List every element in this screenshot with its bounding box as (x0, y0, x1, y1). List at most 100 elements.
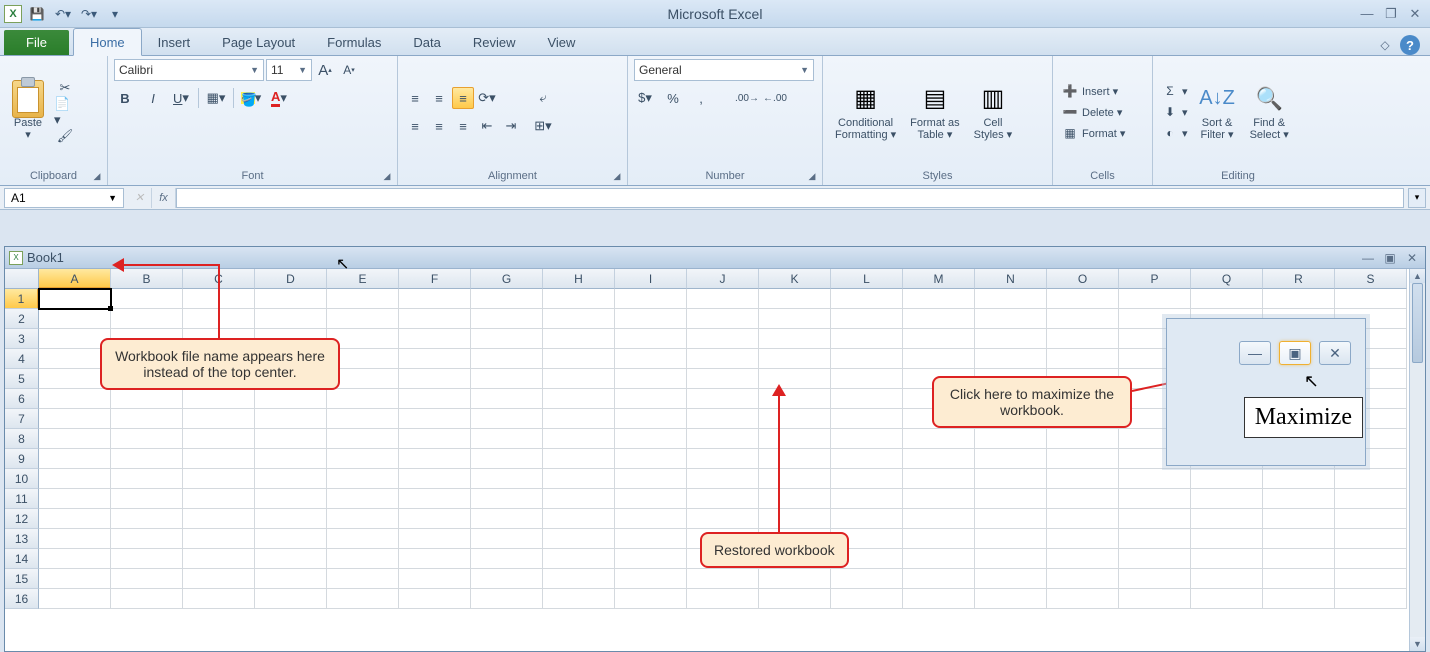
row-header[interactable]: 12 (5, 509, 39, 529)
cell[interactable] (255, 409, 327, 429)
cell[interactable] (471, 569, 543, 589)
cell[interactable] (903, 349, 975, 369)
cell[interactable] (615, 349, 687, 369)
cell[interactable] (183, 449, 255, 469)
format-as-table-button[interactable]: ▤ Format as Table ▾ (904, 81, 966, 143)
zoom-maximize-button[interactable]: ▣ (1279, 341, 1311, 365)
cell[interactable] (615, 549, 687, 569)
cell[interactable] (39, 429, 111, 449)
cell[interactable] (471, 429, 543, 449)
cell[interactable] (975, 549, 1047, 569)
cell[interactable] (903, 549, 975, 569)
cell[interactable] (1263, 489, 1335, 509)
cell[interactable] (471, 449, 543, 469)
cell[interactable] (111, 409, 183, 429)
cell[interactable] (975, 589, 1047, 609)
cell[interactable] (615, 489, 687, 509)
cell[interactable] (255, 509, 327, 529)
font-color-button[interactable]: A▾ (268, 87, 290, 109)
cell[interactable] (759, 349, 831, 369)
cell[interactable] (759, 569, 831, 589)
cell[interactable] (255, 389, 327, 409)
cell[interactable] (111, 309, 183, 329)
cell[interactable] (759, 429, 831, 449)
cell[interactable] (831, 589, 903, 609)
cell[interactable] (1119, 589, 1191, 609)
cell[interactable] (615, 469, 687, 489)
cell[interactable] (615, 429, 687, 449)
cell[interactable] (255, 569, 327, 589)
cell[interactable] (1047, 509, 1119, 529)
cell[interactable] (687, 469, 759, 489)
cell[interactable] (111, 289, 183, 309)
cell[interactable] (615, 389, 687, 409)
column-header[interactable]: J (687, 269, 759, 289)
cell[interactable] (399, 589, 471, 609)
cell[interactable] (975, 489, 1047, 509)
cell[interactable] (471, 369, 543, 389)
percent-button[interactable]: % (662, 87, 684, 109)
cell[interactable] (831, 349, 903, 369)
cell[interactable] (759, 589, 831, 609)
cell[interactable] (1047, 489, 1119, 509)
autosum-button[interactable]: Σ▾ (1159, 82, 1191, 100)
cell[interactable] (831, 489, 903, 509)
cell[interactable] (399, 349, 471, 369)
font-size-combo[interactable]: 11▼ (266, 59, 312, 81)
cell[interactable] (1335, 569, 1407, 589)
cell[interactable] (759, 369, 831, 389)
cell[interactable] (111, 449, 183, 469)
help-button[interactable]: ? (1400, 35, 1420, 55)
cell[interactable] (111, 509, 183, 529)
cell[interactable] (255, 449, 327, 469)
align-left-button[interactable]: ≡ (404, 115, 426, 137)
cell[interactable] (975, 529, 1047, 549)
cell[interactable] (183, 509, 255, 529)
cell[interactable] (831, 449, 903, 469)
cell[interactable] (687, 409, 759, 429)
cell[interactable] (327, 569, 399, 589)
cell[interactable] (1263, 569, 1335, 589)
cell[interactable] (183, 549, 255, 569)
cell[interactable] (903, 589, 975, 609)
cell[interactable] (543, 409, 615, 429)
cell[interactable] (687, 509, 759, 529)
cell[interactable] (831, 309, 903, 329)
cell[interactable] (471, 469, 543, 489)
cell[interactable] (327, 529, 399, 549)
fill-color-button[interactable]: 🪣▾ (240, 87, 262, 109)
cell[interactable] (1191, 489, 1263, 509)
cell[interactable] (471, 589, 543, 609)
cell[interactable] (327, 289, 399, 309)
underline-button[interactable]: U▾ (170, 87, 192, 109)
cell[interactable] (615, 409, 687, 429)
cell[interactable] (687, 369, 759, 389)
cell[interactable] (975, 309, 1047, 329)
cell[interactable] (1047, 289, 1119, 309)
cell[interactable] (903, 529, 975, 549)
column-header[interactable]: N (975, 269, 1047, 289)
cell[interactable] (1335, 489, 1407, 509)
cell[interactable] (831, 389, 903, 409)
cell[interactable] (255, 529, 327, 549)
cell[interactable] (399, 529, 471, 549)
cell[interactable] (1047, 349, 1119, 369)
cell[interactable] (1047, 529, 1119, 549)
cancel-formula-button[interactable]: ✕ (128, 188, 152, 208)
cell[interactable] (687, 489, 759, 509)
cell[interactable] (543, 329, 615, 349)
cell[interactable] (1191, 529, 1263, 549)
cell[interactable] (1119, 289, 1191, 309)
conditional-formatting-button[interactable]: ▦ Conditional Formatting ▾ (829, 81, 902, 143)
merge-center-button[interactable]: ⊞▾ (530, 115, 556, 137)
cell[interactable] (471, 409, 543, 429)
cell[interactable] (39, 489, 111, 509)
ribbon-minimize-button[interactable]: ◇ (1376, 38, 1394, 52)
cell[interactable] (1191, 509, 1263, 529)
cell[interactable] (39, 589, 111, 609)
close-button[interactable]: ✕ (1406, 7, 1424, 21)
cell[interactable] (831, 509, 903, 529)
cell[interactable] (831, 289, 903, 309)
scroll-up-button[interactable]: ▲ (1410, 269, 1425, 283)
cell[interactable] (543, 589, 615, 609)
